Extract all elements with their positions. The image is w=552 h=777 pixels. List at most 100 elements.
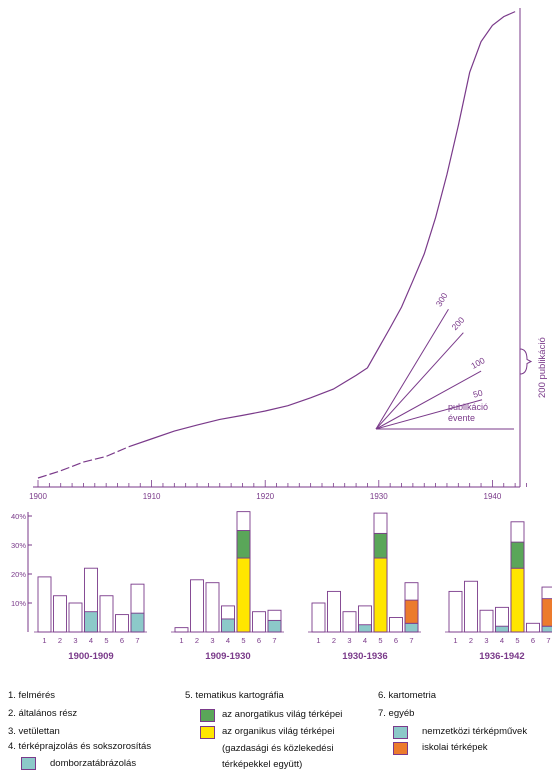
bar-category-label: 3 (484, 636, 488, 645)
bar-segment-organic (236, 557, 251, 633)
bar-category-label: 5 (378, 636, 382, 645)
x-tick-label: 1930 (370, 492, 388, 501)
bar (327, 590, 341, 633)
bar (342, 611, 357, 633)
bar (389, 617, 403, 633)
bar-category-label: 2 (332, 636, 336, 645)
series-line (128, 11, 516, 448)
bar-y-tick-label: 30% (11, 541, 26, 550)
bar-panel-title: 1930-1936 (342, 651, 387, 662)
bar-segment-international (130, 612, 145, 633)
x-tick-label: 1920 (256, 492, 274, 501)
fan-label: 100 (469, 355, 486, 371)
fan-line (375, 370, 482, 430)
bar-segment-school (541, 598, 552, 627)
bar-category-label: 6 (257, 636, 261, 645)
bar (448, 590, 463, 633)
bar-segment-organic (373, 557, 388, 633)
legend-swatch-school (393, 742, 408, 755)
bar (479, 609, 494, 633)
bar-segment-inorganic (510, 541, 525, 569)
bar-segment-relief (84, 611, 98, 633)
legend-swatch-international (393, 726, 408, 739)
bar (174, 627, 189, 633)
fan-label: 300 (434, 291, 450, 309)
y-scale-label: 200 publikáció (537, 337, 548, 398)
bar (190, 579, 204, 633)
bar-category-label: 7 (135, 636, 139, 645)
bar-segment-international (541, 625, 552, 633)
legend-label-organic-3: térképekkel együtt) (222, 759, 303, 770)
bar-panel-title: 1900-1909 (68, 651, 113, 662)
bar-category-label: 4 (89, 636, 93, 645)
bar-category-label: 7 (272, 636, 276, 645)
legend-label-organic-2: (gazdasági és közlekedési (222, 743, 334, 754)
legend-label-inorganic: az anorgatikus világ térképei (222, 709, 343, 720)
legend-label-organic: az organikus világ térképei (222, 726, 335, 737)
bar-segment-relief (495, 625, 509, 633)
fan-line (375, 308, 449, 430)
bar-segment-school (404, 599, 419, 624)
bar-category-label: 7 (546, 636, 550, 645)
bar-category-label: 5 (515, 636, 519, 645)
bar-segment-inorganic (373, 532, 388, 559)
legend-item-2: 2. általános rész (8, 708, 78, 719)
bar (526, 622, 540, 633)
bar-category-label: 2 (58, 636, 62, 645)
bar-segment-organic (510, 567, 525, 633)
bar (464, 580, 478, 633)
chart-canvas: 1900 1910 1920 1930 1940 200 publikáció 300 200… (11, 8, 552, 662)
bar-segment-relief (358, 624, 372, 633)
x-tick-label: 1900 (29, 492, 47, 501)
bar-segment-international (404, 622, 419, 633)
legend-swatch-inorganic (200, 709, 215, 722)
bar (311, 602, 326, 633)
bar-category-label: 1 (453, 636, 457, 645)
bar-category-label: 3 (73, 636, 77, 645)
legend-item-4: 4. térképrajzolás és sokszorosítás (8, 741, 152, 752)
fan-caption: évente (448, 413, 475, 423)
x-tick-label: 1910 (143, 492, 161, 501)
bar (99, 595, 114, 633)
fan-label: 200 (449, 315, 466, 332)
bar-category-label: 4 (500, 636, 504, 645)
bar (68, 602, 83, 633)
legend-label-relief: domborzatábrázolás (50, 758, 137, 769)
bar (115, 614, 129, 633)
bar-category-label: 3 (210, 636, 214, 645)
bar-y-tick-label: 20% (11, 570, 26, 579)
bar-category-label: 4 (363, 636, 367, 645)
bar-category-label: 6 (531, 636, 535, 645)
bar (205, 582, 220, 633)
legend-item-1: 1. felmérés (8, 690, 55, 701)
bar (252, 611, 266, 633)
bar-category-label: 2 (195, 636, 199, 645)
bar-category-label: 3 (347, 636, 351, 645)
bar-segment-relief (221, 618, 235, 633)
fan-line (375, 399, 483, 430)
x-tick-label: 1940 (484, 492, 502, 501)
fan-label: 50 (472, 387, 484, 399)
legend-label-international: nemzetközi térképművek (422, 726, 528, 737)
bar (37, 576, 52, 633)
bar-category-label: 1 (42, 636, 46, 645)
legend-item-5: 5. tematikus kartográfia (185, 690, 284, 701)
bar-panel-title: 1909-1930 (205, 651, 250, 662)
fan-caption: publikáció (448, 402, 488, 412)
bar-category-label: 5 (241, 636, 245, 645)
legend-label-school: iskolai térképek (422, 742, 488, 753)
bar-y-tick-label: 40% (11, 512, 26, 521)
bar-category-label: 1 (179, 636, 183, 645)
legend-item-7: 7. egyéb (378, 708, 415, 719)
bar-category-label: 7 (409, 636, 413, 645)
legend-swatch-organic (200, 726, 215, 739)
bar-segment-international (267, 619, 282, 633)
series-line-dashed (37, 446, 130, 479)
legend-item-6: 6. kartometria (378, 690, 437, 701)
fan-line (375, 332, 464, 430)
bar-panel-title: 1936-1942 (479, 651, 524, 662)
bar-category-label: 1 (316, 636, 320, 645)
legend-item-3: 3. vetülettan (8, 726, 60, 737)
bar-category-label: 5 (104, 636, 108, 645)
